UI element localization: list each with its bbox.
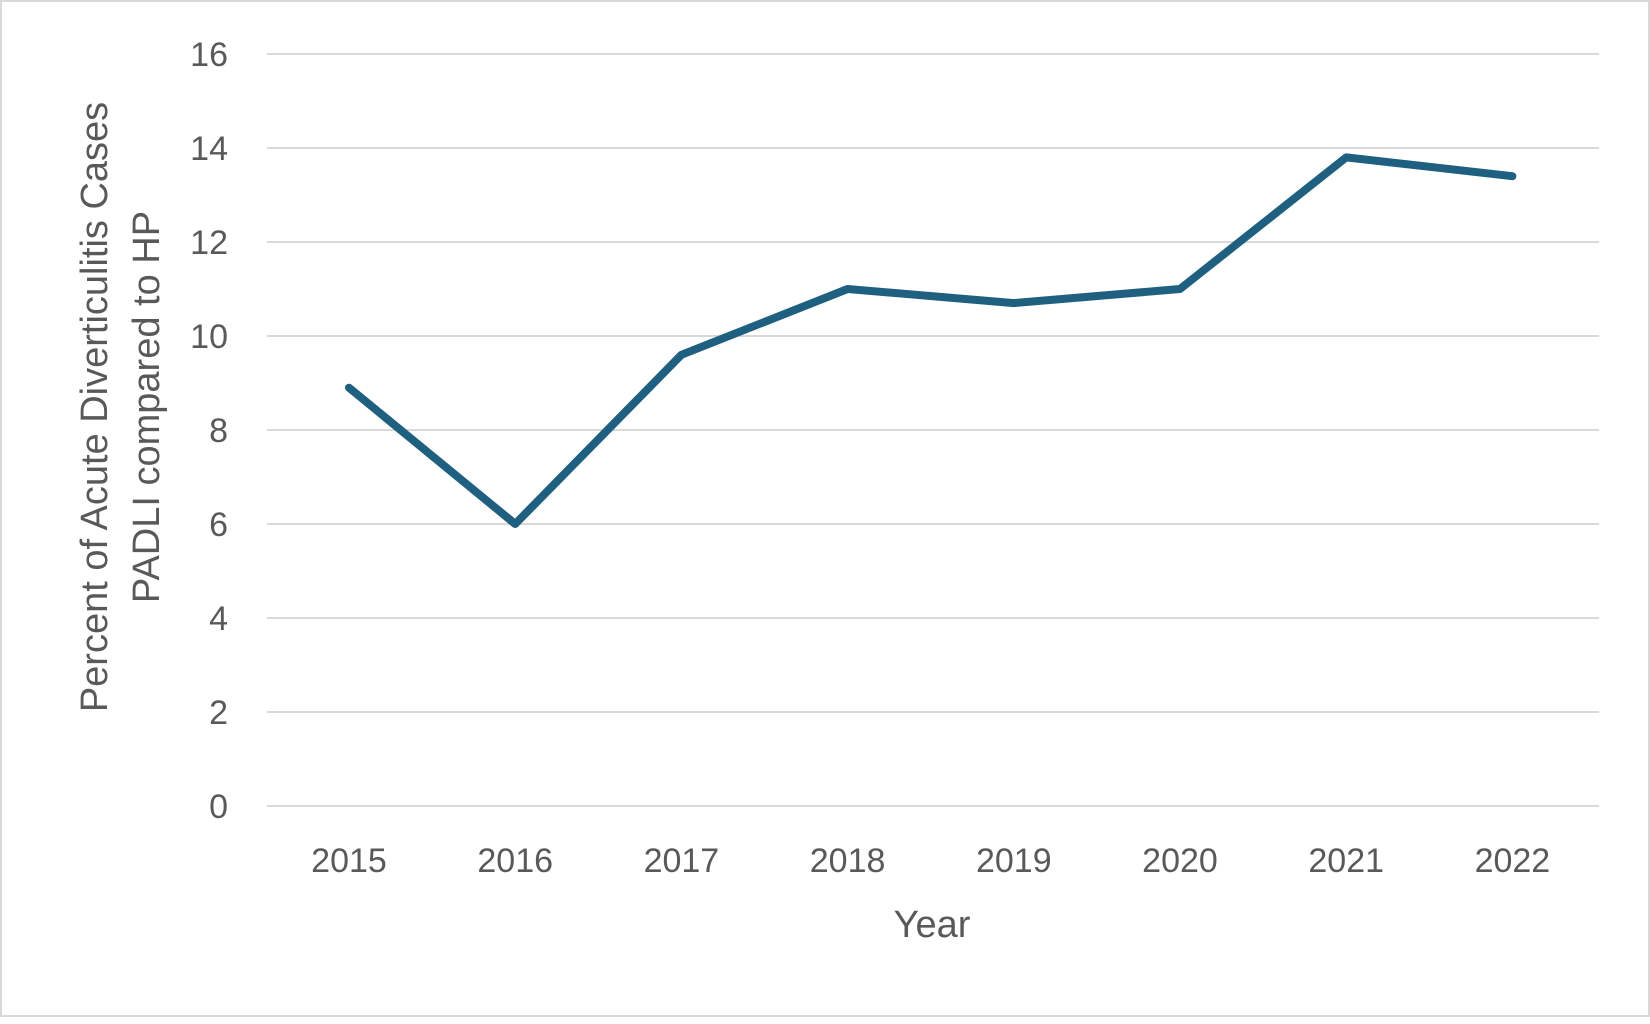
y-tick-label: 2 — [209, 694, 228, 732]
x-tick-label: 2017 — [644, 842, 720, 880]
y-tick-label: 16 — [190, 36, 228, 74]
x-tick-label: 2018 — [810, 842, 886, 880]
y-axis-title-line1: Percent of Acute Diverticulitis Cases — [74, 102, 116, 712]
x-axis-title: Year — [894, 904, 971, 946]
x-tick-label: 2019 — [976, 842, 1052, 880]
series-line-0 — [345, 153, 1517, 528]
y-tick-label: 14 — [190, 130, 228, 168]
gridlines — [267, 53, 1599, 807]
y-axis-title-line2: PADLI compared to HP — [126, 211, 168, 603]
x-tick-label: 2015 — [311, 842, 387, 880]
y-axis-ticks: 0 2 4 6 8 10 12 14 16 — [190, 36, 228, 826]
x-tick-label: 2020 — [1142, 842, 1218, 880]
y-tick-label: 12 — [190, 224, 228, 262]
y-axis-title: Percent of Acute Diverticulitis Cases PA… — [74, 102, 168, 712]
series-layer — [345, 153, 1517, 528]
y-tick-label: 10 — [190, 318, 228, 356]
y-tick-label: 0 — [209, 788, 228, 826]
x-tick-label: 2016 — [477, 842, 553, 880]
x-tick-label: 2022 — [1475, 842, 1551, 880]
y-tick-label: 8 — [209, 412, 228, 450]
y-tick-label: 6 — [209, 506, 228, 544]
y-tick-label: 4 — [209, 600, 228, 638]
x-axis-ticks: 2015 2016 2017 2018 2019 2020 2021 2022 — [311, 842, 1550, 880]
x-tick-label: 2021 — [1308, 842, 1384, 880]
